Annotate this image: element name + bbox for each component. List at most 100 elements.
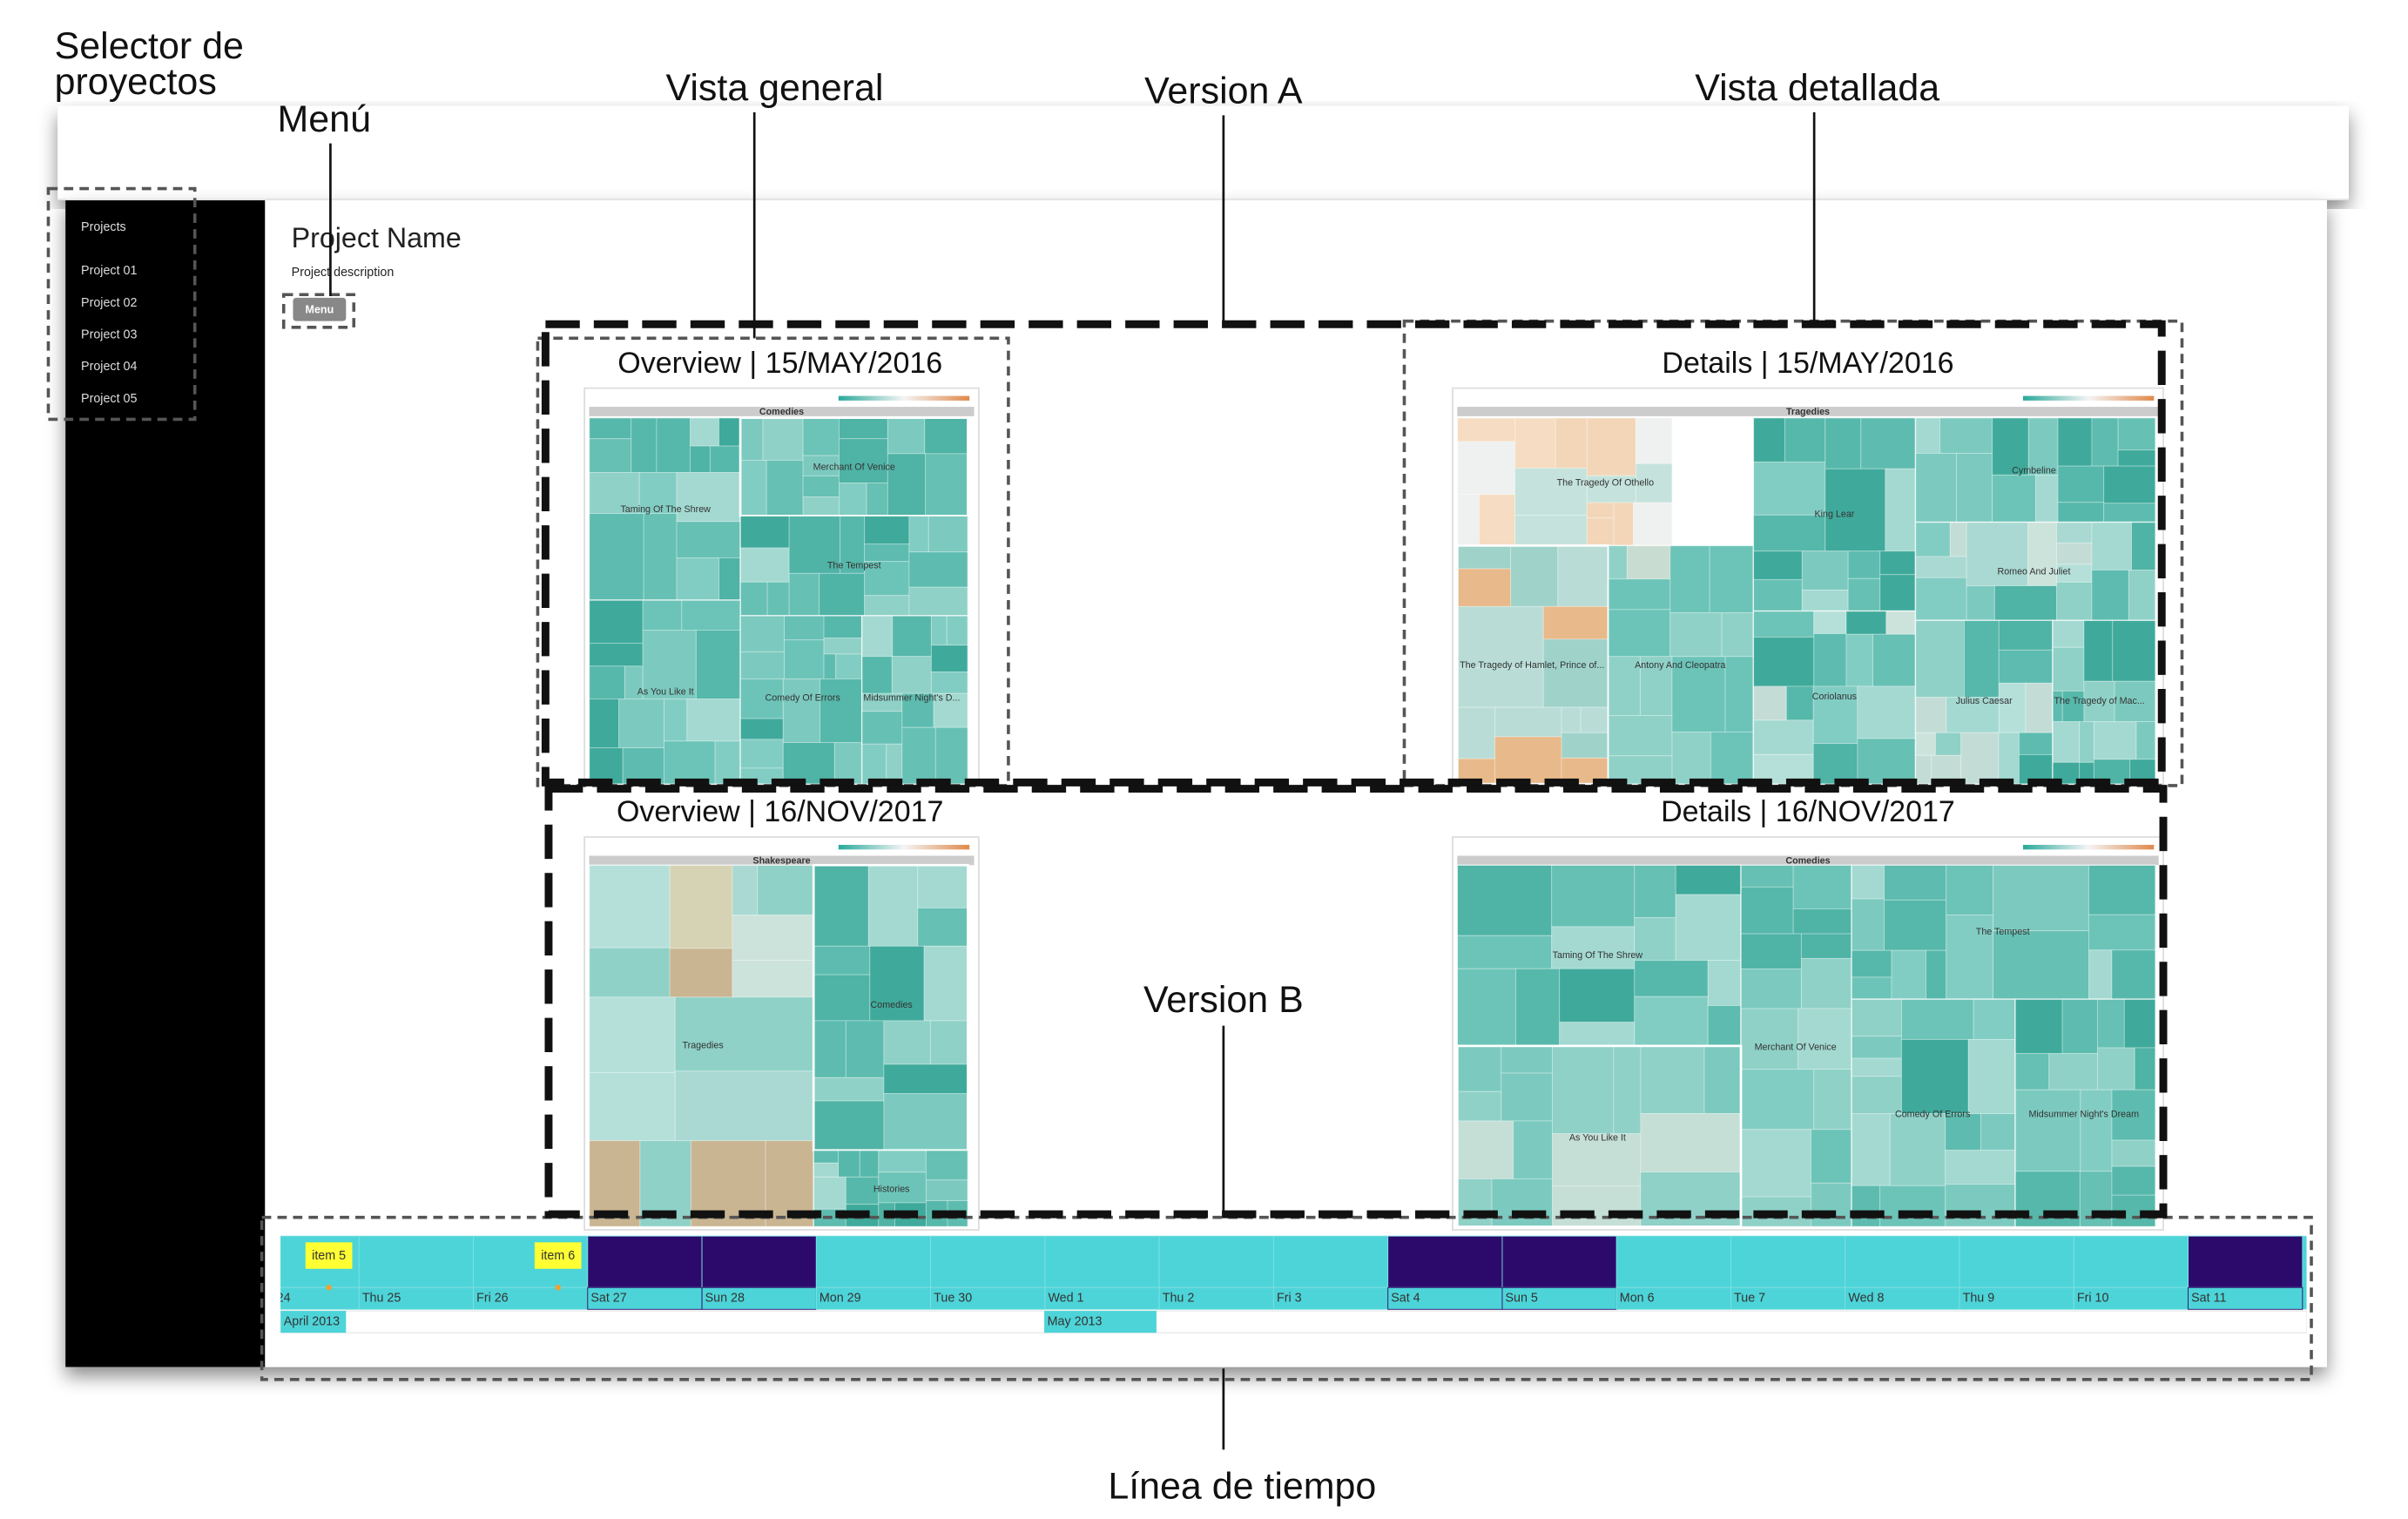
treemap-label[interactable]: As You Like It [637, 686, 694, 697]
treemap-label[interactable]: King Lear [1814, 509, 1854, 519]
project-item[interactable]: Project 03 [81, 328, 137, 342]
treemap-cell [1707, 1005, 1742, 1047]
view-title: Details | 15/MAY/2016 [1662, 347, 1953, 380]
treemap-cell [923, 945, 968, 1022]
treemap-cell [2027, 522, 2057, 587]
timeline-item[interactable] [534, 1242, 582, 1269]
treemap-cell [1552, 1185, 1642, 1227]
treemap-cell [1456, 544, 1512, 570]
treemap-label[interactable]: The Tempest [827, 560, 881, 570]
treemap-cell [1915, 732, 1936, 756]
annotation: Selector de [55, 25, 244, 67]
treemap-label[interactable]: Coriolanus [1812, 692, 1857, 702]
treemap-cell [2088, 914, 2156, 951]
treemap-cell [819, 572, 866, 617]
treemap-label[interactable]: The Tragedy of Hamlet, Prince of... [1460, 660, 1604, 671]
sidebar [65, 199, 266, 1367]
treemap-cell [1456, 864, 1553, 936]
timeline-item-label[interactable]: item 5 [312, 1249, 346, 1263]
treemap-cell [1851, 1185, 1880, 1227]
treemap-cell [757, 864, 814, 916]
treemap-cell [927, 515, 968, 553]
treemap-cell [2061, 690, 2085, 722]
day-label: Thu 2 [1163, 1292, 1195, 1306]
treemap-cell [813, 1020, 847, 1078]
treemap-cell [886, 743, 903, 785]
treemap-cell [2057, 465, 2105, 503]
view-title: Overview | 15/MAY/2016 [617, 347, 942, 380]
treemap-cell [924, 417, 968, 455]
project-item[interactable]: Project 04 [81, 360, 137, 374]
treemap-cell [892, 615, 932, 658]
timeline-cell [701, 1235, 817, 1288]
treemap-cell [2088, 864, 2156, 915]
treemap-cell [1710, 731, 1754, 785]
treemap-cell [1792, 864, 1852, 909]
treemap-cell [1889, 1113, 1946, 1186]
treemap-cell [589, 438, 632, 473]
treemap-cell [2111, 1139, 2156, 1167]
treemap-label[interactable]: Taming Of The Shrew [620, 504, 711, 515]
treemap-cell [1825, 417, 1862, 469]
treemap-cell [1559, 968, 1636, 1023]
treemap-label[interactable]: The Tragedy of Mac... [2054, 696, 2145, 706]
treemap-cell [802, 475, 840, 497]
treemap-label[interactable]: Comedies [871, 1000, 913, 1010]
menu-button-label[interactable]: Menu [306, 303, 334, 315]
treemap-cell [1752, 637, 1815, 687]
treemap-cell [917, 864, 968, 908]
treemap-label[interactable]: Comedy Of Errors [1895, 1109, 1970, 1119]
treemap-cell [1703, 1045, 1742, 1114]
treemap-cell [718, 417, 741, 447]
annotation-box [46, 186, 197, 422]
treemap-label[interactable]: Julius Caesar [1956, 696, 2013, 706]
day-label: Sun 28 [705, 1292, 745, 1306]
day-cell [280, 1286, 360, 1310]
treemap-label[interactable]: As You Like It [1569, 1132, 1626, 1143]
treemap-label[interactable]: Midsummer Night's D... [863, 693, 960, 704]
treemap-cell [1634, 996, 1709, 1047]
timeline-item[interactable] [305, 1242, 353, 1269]
treemap-cell [1915, 754, 1932, 785]
treemap-cell [1960, 732, 2000, 785]
treemap-label[interactable]: Cymbeline [2012, 465, 2056, 476]
timeline-item-label[interactable]: item 6 [541, 1249, 575, 1263]
treemap-label[interactable]: Antony And Cleopatra [1635, 660, 1725, 671]
treemap-cell [861, 615, 894, 658]
project-item[interactable]: Project 02 [81, 296, 137, 310]
treemap-label[interactable]: Taming Of The Shrew [1553, 950, 1643, 961]
treemap-cell [739, 459, 767, 516]
treemap-cell [642, 599, 683, 631]
treemap-cell [2128, 570, 2156, 621]
treemap-cell [1561, 706, 1582, 733]
treemap-label[interactable]: Tragedies [682, 1041, 723, 1051]
treemap-cell [925, 1150, 968, 1181]
treemap-cell [1879, 550, 1916, 576]
treemap-label[interactable]: The Tragedy Of Othello [1557, 478, 1654, 489]
treemap-label[interactable]: Merchant Of Venice [1755, 1042, 1837, 1052]
treemap-cell [1915, 619, 1965, 699]
menu-button[interactable] [293, 297, 347, 321]
treemap-label[interactable]: Merchant Of Venice [813, 462, 895, 473]
treemap-label[interactable]: Midsummer Night's Dream [2028, 1109, 2139, 1119]
day-label: Tue 30 [934, 1292, 972, 1306]
treemap-cell [1993, 585, 2057, 621]
treemap-cell [686, 698, 741, 742]
treemap-cell [1845, 633, 1874, 687]
treemap-label[interactable]: Romeo And Juliet [1997, 567, 2070, 577]
treemap-label[interactable]: Histories [873, 1184, 910, 1194]
treemap-cell [1740, 886, 1794, 935]
day-label: Sat 11 [2191, 1292, 2226, 1306]
day-cell [1158, 1286, 1274, 1310]
treemap-cell [2079, 721, 2094, 763]
project-item[interactable]: Project 01 [81, 264, 137, 278]
treemap-cell [1513, 1120, 1553, 1179]
sidebar-title: Projects [81, 220, 126, 234]
treemap-cell [1955, 452, 1993, 523]
project-item[interactable]: Project 05 [81, 392, 137, 406]
treemap-cell [823, 615, 863, 638]
treemap-label[interactable]: Comedy Of Errors [765, 693, 840, 704]
treemap-label[interactable]: The Tempest [1976, 927, 2030, 937]
treemap-cell [1669, 612, 1723, 658]
treemap-cell [618, 698, 664, 749]
